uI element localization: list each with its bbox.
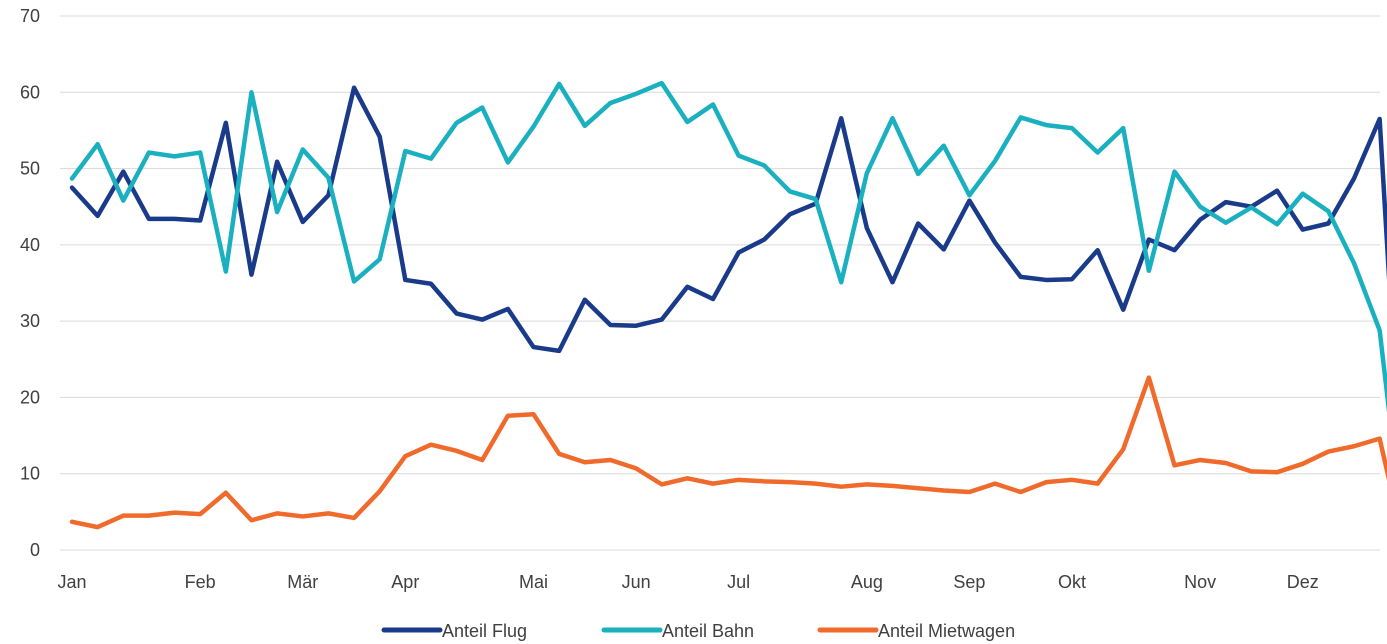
x-tick-label: Nov [1184, 572, 1216, 592]
series-lines [69, 80, 1387, 530]
x-tick-label: Aug [851, 572, 883, 592]
x-tick-label: Apr [391, 572, 419, 592]
x-tick-label: Jan [57, 572, 86, 592]
legend-label: Anteil Mietwagen [878, 621, 1015, 641]
legend-label: Anteil Bahn [662, 621, 754, 641]
y-tick-label: 30 [20, 311, 40, 331]
x-axis-tick-labels: Jan Feb Mär Apr Mai Jun Jul Aug Sep Okt Nov Dez [57, 572, 1318, 592]
y-tick-label: 20 [20, 387, 40, 407]
series-line-anteil-mietwagen [69, 375, 1387, 530]
legend: Anteil Flug Anteil Bahn Anteil Mietwagen [381, 621, 1015, 641]
y-tick-label: 50 [20, 159, 40, 179]
series-line-anteil-bahn [69, 80, 1387, 413]
x-tick-label: Jul [727, 572, 750, 592]
x-tick-label: Jun [622, 572, 651, 592]
y-tick-label: 60 [20, 82, 40, 102]
y-axis-tick-labels: 0 10 20 30 40 50 60 70 [20, 6, 40, 560]
x-tick-label: Dez [1287, 572, 1319, 592]
x-tick-label: Mai [519, 572, 548, 592]
x-tick-label: Feb [185, 572, 216, 592]
legend-label: Anteil Flug [442, 621, 527, 641]
x-tick-label: Mär [287, 572, 318, 592]
y-tick-label: 40 [20, 235, 40, 255]
y-tick-label: 0 [30, 540, 40, 560]
x-tick-label: Sep [953, 572, 985, 592]
y-tick-label: 70 [20, 6, 40, 26]
series-line-anteil-flug [69, 85, 1387, 354]
x-tick-label: Okt [1058, 572, 1086, 592]
y-tick-label: 10 [20, 464, 40, 484]
